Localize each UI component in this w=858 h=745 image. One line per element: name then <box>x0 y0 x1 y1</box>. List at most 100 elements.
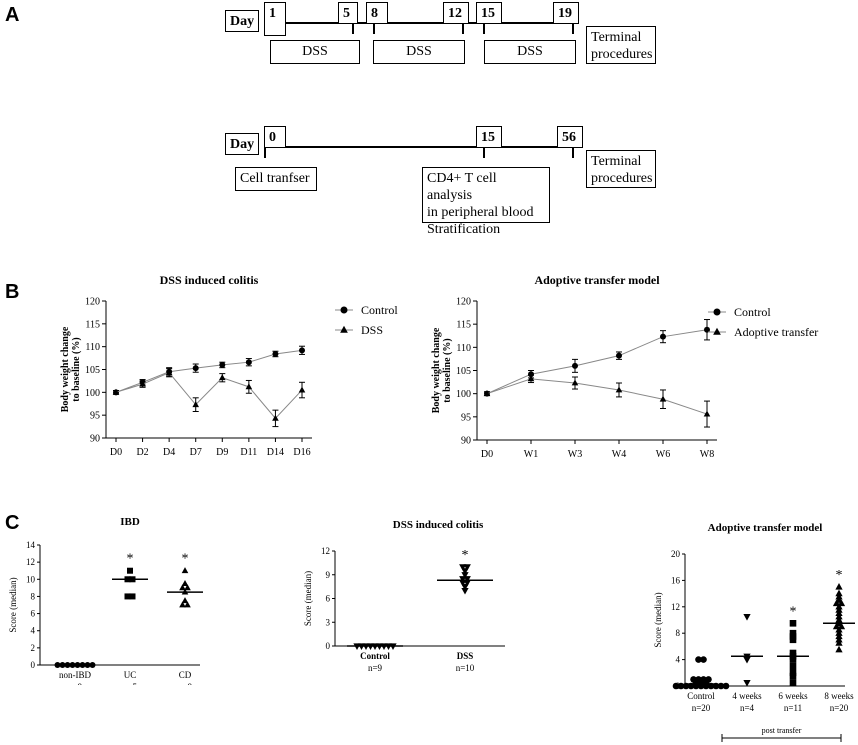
timeline-2-tick <box>264 146 266 158</box>
series-line <box>115 372 303 420</box>
y-axis-label: Score (median) <box>653 592 663 647</box>
y-tick-label: 95 <box>461 412 471 423</box>
y-tick-label: 105 <box>85 365 100 376</box>
data-point <box>181 579 189 586</box>
data-point <box>571 379 579 386</box>
legend-label: Adoptive transfer <box>734 325 818 339</box>
group-n: n=5 <box>123 682 138 685</box>
data-point <box>835 625 843 633</box>
data-point <box>789 620 797 627</box>
chart-dss-score: DSS induced colitis 0 3 6 9 12 Score (median) C… <box>303 519 505 673</box>
data-point <box>272 414 279 421</box>
data-point <box>835 635 843 643</box>
significance-star: * <box>182 552 189 567</box>
legend-marker <box>713 327 721 335</box>
data-point <box>789 656 797 663</box>
group-n: n=20 <box>692 703 711 713</box>
x-tick-label: D11 <box>240 447 257 458</box>
y-tick-label: 14 <box>26 540 36 550</box>
data-point <box>835 583 843 590</box>
data-point <box>112 388 120 395</box>
x-tick-label: D2 <box>136 447 148 458</box>
series-line <box>486 329 708 395</box>
data-point <box>179 601 186 608</box>
data-point <box>184 601 191 608</box>
data-point <box>835 612 843 620</box>
timeline-1-tick <box>373 22 375 34</box>
data-point <box>789 636 797 644</box>
x-tick-label: D14 <box>267 447 284 458</box>
significance-star: * <box>836 568 843 583</box>
data-point <box>127 567 133 574</box>
timeline-2-tick <box>572 146 574 158</box>
analysis-line: in peripheral blood <box>427 205 534 220</box>
data-point <box>789 662 797 670</box>
legend-marker <box>713 308 721 316</box>
timeline-1-tick <box>462 22 464 34</box>
data-point <box>687 682 695 690</box>
day-marker: 12 <box>443 2 469 24</box>
y-tick-label: 90 <box>90 434 100 445</box>
data-point <box>181 588 189 595</box>
panel-label-b: B <box>5 281 20 303</box>
data-point <box>528 371 534 378</box>
group-label: non-IBD <box>59 670 91 680</box>
data-point <box>707 682 715 690</box>
data-point <box>572 362 578 369</box>
y-tick-label: 115 <box>85 319 100 330</box>
data-point <box>835 592 843 600</box>
day-marker: 15 <box>476 126 502 148</box>
y-tick-label: 12 <box>671 602 680 612</box>
data-point <box>616 352 622 359</box>
x-tick-label: W3 <box>568 449 582 460</box>
data-point <box>124 593 131 600</box>
data-point <box>743 614 751 621</box>
timeline-1-tick <box>483 22 485 34</box>
group-label: Control <box>687 691 715 701</box>
data-point <box>835 639 843 646</box>
data-point <box>139 380 146 387</box>
timeline-1-axis <box>264 22 574 24</box>
panel-label-a: A <box>5 4 20 26</box>
data-point <box>299 347 305 354</box>
data-point <box>722 682 730 690</box>
y-tick-label: 95 <box>90 411 100 422</box>
legend-label: DSS <box>361 323 383 337</box>
y-tick-label: 0 <box>31 660 36 670</box>
chart-title: DSS induced colitis <box>393 519 484 531</box>
data-point <box>789 653 797 660</box>
data-point <box>615 386 623 393</box>
group-n: n=10 <box>456 663 475 673</box>
analysis-line: Stratification <box>427 222 501 237</box>
y-tick-label: 6 <box>326 594 331 604</box>
dss-period: DSS <box>484 40 576 64</box>
group-label: 4 weeks <box>732 691 762 701</box>
data-point <box>64 662 71 668</box>
y-axis-label: to baseline (%) <box>442 338 453 402</box>
y-tick-label: 4 <box>31 626 36 636</box>
data-point <box>835 629 843 636</box>
timeline-1-tick <box>572 22 574 34</box>
day-marker: 56 <box>557 126 583 148</box>
y-axis-label: Score (median) <box>303 571 313 626</box>
y-tick-label: 12 <box>321 546 330 556</box>
y-tick-label: 120 <box>456 297 471 308</box>
group-label: 8 weeks <box>824 691 854 701</box>
footer-label: post transfer <box>762 726 802 735</box>
x-tick-label: D0 <box>110 447 122 458</box>
data-point <box>461 572 469 579</box>
analysis-line: CD4+ T cell analysis <box>427 171 497 203</box>
group-n: n=8 <box>178 682 193 685</box>
data-point <box>789 679 797 686</box>
x-tick-label: D9 <box>216 447 228 458</box>
data-point <box>704 326 710 333</box>
data-point <box>527 375 535 382</box>
x-tick-label: D0 <box>481 449 493 460</box>
y-tick-label: 4 <box>676 655 681 665</box>
data-point <box>672 682 680 690</box>
y-tick-label: 2 <box>31 643 36 653</box>
series-line <box>486 378 708 415</box>
data-point <box>461 568 469 575</box>
data-point <box>124 576 131 583</box>
series-line <box>115 349 303 393</box>
